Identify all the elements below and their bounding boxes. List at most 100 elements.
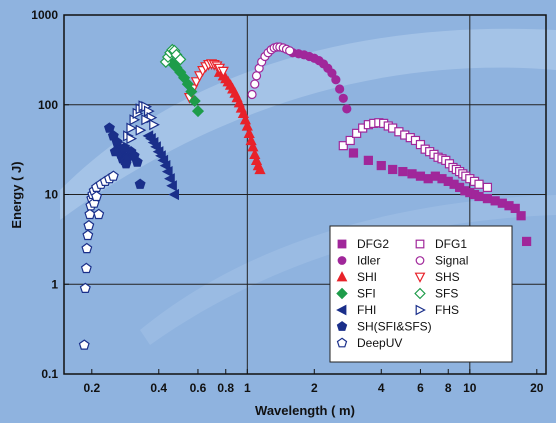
point-deepuv <box>93 208 105 220</box>
y-tick-label: 0.1 <box>41 367 58 381</box>
point-fhs <box>135 124 147 136</box>
legend-marker-sh-sfi-sfs <box>336 321 348 331</box>
x-tick-label: 20 <box>530 381 544 395</box>
legend-marker-sfi <box>336 287 348 300</box>
series-dfg1 <box>338 118 493 192</box>
series-signal <box>247 42 295 100</box>
point-fhs <box>149 119 160 131</box>
point-sh-sfi-sfs <box>131 156 143 167</box>
point-dfg1 <box>474 179 484 189</box>
legend-marker-fhs <box>415 304 426 316</box>
legend-label: Idler <box>357 254 380 268</box>
y-axis: 0.1 1 10 100 1000 <box>31 8 69 381</box>
legend-marker-shs <box>414 272 426 283</box>
point-dfg2 <box>376 160 386 171</box>
point-sfs <box>174 53 187 66</box>
series-deepuv <box>78 170 119 350</box>
point-dfg2 <box>482 194 493 204</box>
legend-label: Signal <box>435 254 468 268</box>
legend-marker-dfg2 <box>337 239 347 249</box>
point-dfg2 <box>363 155 373 165</box>
point-deepuv <box>81 242 93 254</box>
y-axis-title: Energy ( J) <box>9 161 24 228</box>
x-tick-label: 2 <box>311 381 318 395</box>
point-idler <box>342 104 352 114</box>
point-shs <box>217 66 229 78</box>
legend-marker-signal <box>415 256 425 265</box>
series-sfs <box>159 43 187 68</box>
point-idler <box>338 93 348 103</box>
x-axis: 0.2 0.4 0.6 0.8 1 2 4 6 8 10 20 <box>83 369 544 395</box>
legend-marker-dfg1 <box>415 239 425 249</box>
series-sh-sfi-sfs <box>103 122 146 189</box>
point-deepuv <box>80 262 92 274</box>
legend-marker-shi <box>336 271 348 282</box>
legend-label: FHI <box>357 303 376 317</box>
point-sh-sfi-sfs <box>134 178 146 189</box>
legend-label: DFG2 <box>357 237 389 251</box>
legend-label: SHS <box>435 270 460 284</box>
series-idler <box>288 48 352 114</box>
x-tick-label: 4 <box>378 381 385 395</box>
point-deepuv <box>79 282 91 293</box>
point-dfg2 <box>407 169 417 179</box>
series-dfg2 <box>348 148 532 247</box>
point-fhi <box>161 166 173 178</box>
point-sh-sfi-sfs <box>103 122 115 133</box>
x-tick-label: 0.4 <box>150 381 167 395</box>
point-idler <box>327 68 337 78</box>
point-shi <box>247 140 259 152</box>
point-fhi <box>166 180 177 192</box>
point-deepuv <box>78 339 90 350</box>
point-signal <box>285 46 295 56</box>
x-tick-label: 1 <box>244 381 251 395</box>
y-tick-label: 1 <box>51 277 58 291</box>
point-signal <box>247 89 257 100</box>
point-dfg2 <box>474 191 484 202</box>
legend-label: FHS <box>435 303 459 317</box>
x-tick-label: 0.6 <box>190 381 207 395</box>
point-signal <box>251 71 262 81</box>
point-sfi <box>188 94 201 108</box>
legend-marker-idler <box>337 256 347 265</box>
point-sh-sfi-sfs <box>118 142 130 153</box>
point-dfg2 <box>522 236 532 247</box>
data-points <box>78 42 532 350</box>
x-tick-label: 0.8 <box>217 381 234 395</box>
x-tick-label: 0.2 <box>83 381 100 395</box>
y-tick-label: 1000 <box>31 8 58 22</box>
point-fhs <box>126 133 138 145</box>
point-idler <box>335 84 345 94</box>
point-deepuv <box>83 219 95 231</box>
legend-label: SHI <box>357 270 377 284</box>
point-sfi <box>185 85 198 98</box>
series-shi <box>213 66 266 175</box>
series-fhi <box>142 130 179 201</box>
point-fhs <box>126 122 138 134</box>
point-dfg2 <box>510 203 520 214</box>
legend-label: SFS <box>435 287 458 301</box>
legend-label: DeepUV <box>357 336 402 350</box>
point-fhs <box>141 114 152 126</box>
legend-label: SFI <box>357 287 376 301</box>
point-deepuv <box>82 229 94 241</box>
x-tick-label: 8 <box>445 381 452 395</box>
point-dfg2 <box>348 148 359 158</box>
point-deepuv <box>107 170 119 181</box>
point-dfg2 <box>415 171 426 181</box>
point-sfi <box>191 105 205 118</box>
legend-label: DFG1 <box>435 237 467 251</box>
point-signal <box>250 79 260 89</box>
legend-marker-deepuv <box>336 337 348 348</box>
point-shi <box>254 163 266 175</box>
y-tick-label: 10 <box>45 188 59 202</box>
x-tick-label: 6 <box>417 381 424 395</box>
legend: DFG2 DFG1 Idler Signal SHI SHS SFI SFS FHI FHSSH(… <box>329 225 513 363</box>
point-sh-sfi-sfs <box>109 145 121 157</box>
point-dfg1 <box>352 128 362 138</box>
legend-marker-fhi <box>336 304 347 316</box>
x-axis-title: Wavelength ( m) <box>255 403 355 418</box>
y-tick-label: 100 <box>38 98 58 112</box>
point-shi <box>241 119 253 131</box>
